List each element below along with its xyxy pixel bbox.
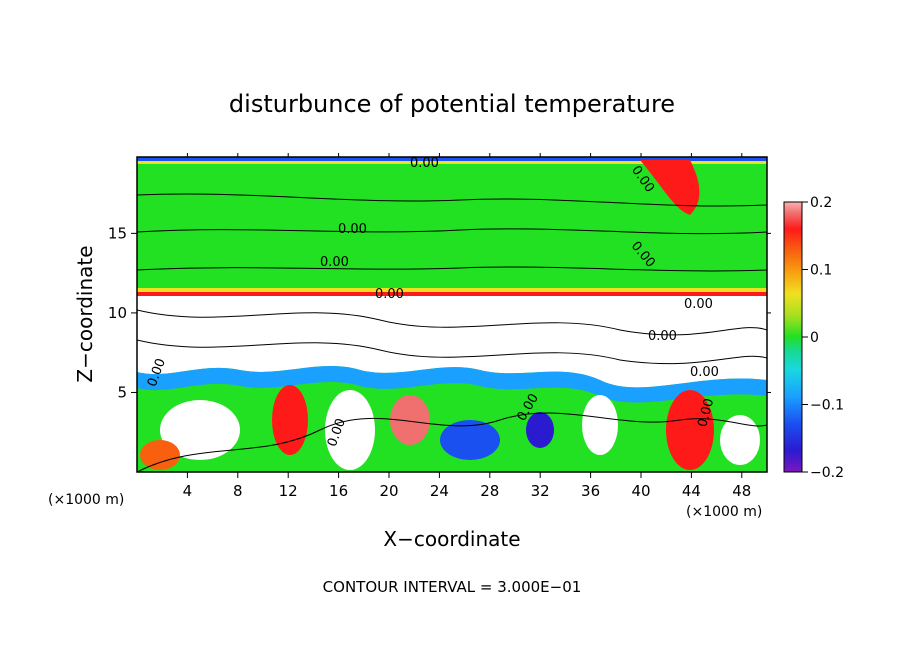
- x-tick-label: 8: [233, 482, 243, 500]
- x-tick-label: 16: [329, 482, 348, 500]
- plot-frame: [136, 156, 768, 473]
- y-axis-label: Z−coordinate: [73, 245, 97, 382]
- y-tick-label: 10: [108, 304, 127, 322]
- colorbar-ticks: 0.2 0.1 0 −0.1 −0.2: [802, 195, 844, 481]
- x-tick-label: 48: [732, 482, 751, 500]
- colorbar: [783, 201, 803, 473]
- x-axis-label: X−coordinate: [383, 527, 520, 551]
- contour-label: 0.00: [375, 287, 404, 302]
- contour-label: 0.00: [690, 365, 719, 380]
- y-tick-label: 5: [117, 383, 127, 401]
- heatmap-field: [137, 157, 767, 472]
- colorbar-tick-label: 0.1: [810, 263, 832, 279]
- contour-label: 0.00: [648, 329, 677, 344]
- x-axis-ticks: 4 8 12 16 20 24 28 32 36 40 44 48: [183, 153, 751, 500]
- contour-interval-note: CONTOUR INTERVAL = 3.000E−01: [323, 578, 582, 596]
- x-unit-left: (×1000 m): [48, 492, 124, 508]
- x-tick-label: 20: [379, 482, 398, 500]
- x-tick-label: 32: [531, 482, 550, 500]
- x-tick-label: 24: [430, 482, 449, 500]
- contour-label: 0.00: [695, 397, 717, 429]
- x-tick-label: 36: [581, 482, 600, 500]
- x-tick-label: 40: [631, 482, 650, 500]
- x-tick-label: 28: [480, 482, 499, 500]
- x-tick-label: 44: [682, 482, 701, 500]
- contour-label: 0.00: [684, 297, 713, 312]
- contour-label: 0.00: [320, 255, 349, 270]
- chart-title: disturbunce of potential temperature: [229, 90, 675, 118]
- x-unit-right: (×1000 m): [686, 504, 762, 520]
- colorbar-tick-label: 0: [810, 330, 819, 346]
- contour-label: 0.00: [338, 222, 367, 237]
- colorbar-tick-label: −0.2: [810, 465, 844, 481]
- colorbar-tick-label: 0.2: [810, 195, 832, 211]
- x-tick-label: 12: [279, 482, 298, 500]
- y-tick-label: 15: [108, 224, 127, 242]
- x-tick-label: 4: [183, 482, 193, 500]
- colorbar-tick-label: −0.1: [810, 398, 844, 414]
- y-axis-ticks: 5 10 15: [108, 224, 771, 401]
- contour-label: 0.00: [410, 156, 439, 171]
